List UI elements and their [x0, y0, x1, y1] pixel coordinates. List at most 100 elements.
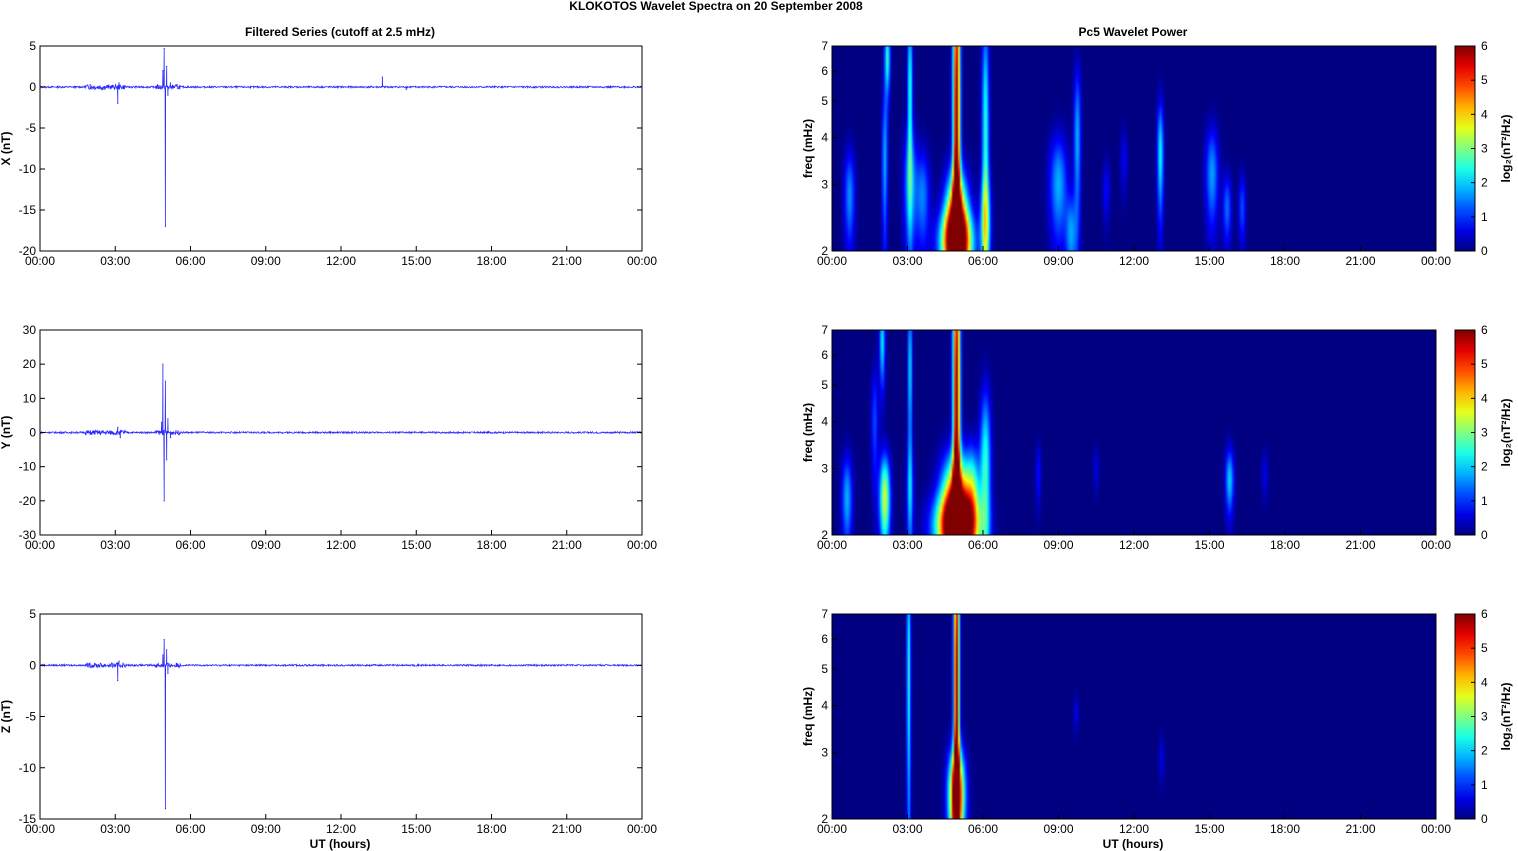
z-spectrum-ytick-label: 3 — [821, 746, 828, 760]
y-series-xtick-label: 06:00 — [175, 538, 205, 552]
x-series-data-point — [117, 102, 119, 104]
x-series-data-point — [89, 83, 91, 86]
y-series-trace — [39, 364, 643, 501]
left-column-title: Filtered Series (cutoff at 2.5 mHz) — [245, 25, 435, 39]
y-spectrum-xtick-label: 03:00 — [892, 538, 922, 552]
z-series-data-point — [117, 680, 119, 682]
z-spectrum-ytick-label: 2 — [821, 812, 828, 826]
z-spectrum-colorbar-tick-label: 2 — [1481, 744, 1488, 758]
x-series-plot-area — [39, 45, 643, 252]
x-series-ytick-label: -10 — [19, 162, 37, 176]
z-spectrum-colorbar-tick-label: 3 — [1481, 710, 1488, 724]
x-series-xtick-label: 15:00 — [401, 254, 431, 268]
z-series-plot-area — [39, 613, 643, 820]
x-spectrum-heatmap — [832, 46, 1436, 251]
y-series-data-point — [89, 433, 91, 435]
x-spectrum-ytick-label: 2 — [821, 244, 828, 258]
x-spectrum-ylabel: freq (mHz) — [801, 119, 815, 178]
x-spectrum-xtick-label: 00:00 — [1421, 254, 1451, 268]
x-series-ytick-label: -5 — [25, 121, 36, 135]
z-series-data-point — [162, 654, 164, 656]
y-spectrum-heatmap — [832, 330, 1436, 535]
x-spectrum-ytick-label: 3 — [821, 178, 828, 192]
y-spectrum-ytick-label: 3 — [821, 462, 828, 476]
x-series-xtick-label: 03:00 — [100, 254, 130, 268]
y-series-data-point — [162, 363, 164, 365]
z-series-xtick-label: 12:00 — [326, 822, 356, 836]
x-spectrum-colorbar-tick-label: 6 — [1481, 39, 1488, 53]
x-spectrum-colorbar-tick-label: 1 — [1481, 210, 1488, 224]
z-series-xtick-label: 21:00 — [552, 822, 582, 836]
z-series-xtick-label: 00:00 — [627, 822, 657, 836]
z-series-ytick-label: -5 — [25, 710, 36, 724]
z-spectrum-colorbar-tick-label: 0 — [1481, 812, 1488, 826]
z-spectrum-colorbar-tick-label: 4 — [1481, 675, 1488, 689]
right-column-title: Pc5 Wavelet Power — [1079, 25, 1188, 39]
x-spectrum-ytick-label: 7 — [821, 39, 828, 53]
y-series-ytick-label: 0 — [29, 426, 36, 440]
x-spectrum-xtick-label: 06:00 — [968, 254, 998, 268]
z-spectrum-xtick-label: 21:00 — [1345, 822, 1375, 836]
z-spectrum-xtick-label: 00:00 — [817, 822, 847, 836]
x-spectrum-xtick-label: 12:00 — [1119, 254, 1149, 268]
y-series-xtick-label: 00:00 — [627, 538, 657, 552]
y-spectrum-heatmap-canvas — [832, 330, 1436, 535]
x-spectrum-xtick-label: 15:00 — [1194, 254, 1224, 268]
z-series-xtick-label: 00:00 — [25, 822, 55, 836]
x-series-data-point — [166, 65, 168, 68]
z-spectrum-heatmap — [832, 614, 1436, 819]
x-spectrum-xtick-label: 09:00 — [1043, 254, 1073, 268]
y-series-xtick-label: 03:00 — [100, 538, 130, 552]
y-spectrum-colorbar-tick-label: 6 — [1481, 323, 1488, 337]
x-spectrum-colorbar-label: log₂(nT²/Hz) — [1499, 115, 1513, 183]
y-series-ylabel: Y (nT) — [0, 416, 13, 450]
x-series-ytick-label: -20 — [19, 244, 37, 258]
x-series-data-point — [163, 47, 165, 50]
z-series-ytick-label: 5 — [29, 607, 36, 621]
y-spectrum-ytick-label: 2 — [821, 528, 828, 542]
x-series-data-point — [162, 70, 164, 72]
z-series-data-point — [166, 649, 168, 651]
z-series-trace — [39, 639, 643, 809]
x-spectrum-heatmap-canvas — [832, 46, 1436, 251]
x-series-ylabel: X (nT) — [0, 132, 13, 166]
z-series-xtick-label: 09:00 — [251, 822, 281, 836]
x-spectrum-colorbar-tick-label: 2 — [1481, 176, 1488, 190]
y-spectrum-ylabel: freq (mHz) — [801, 403, 815, 462]
y-series-ytick-label: -20 — [19, 494, 37, 508]
x-series-data-point — [164, 225, 167, 227]
x-series-xtick-label: 21:00 — [552, 254, 582, 268]
y-series-xtick-label: 09:00 — [251, 538, 281, 552]
y-spectrum-colorbar-label: log₂(nT²/Hz) — [1499, 399, 1513, 467]
z-series-ylabel: Z (nT) — [0, 700, 13, 733]
y-spectrum-colorbar-tick-label: 1 — [1481, 494, 1488, 508]
z-series-xtick-label: 06:00 — [175, 822, 205, 836]
z-spectrum-colorbar-tick-label: 6 — [1481, 607, 1488, 621]
y-spectrum-xtick-label: 00:00 — [1421, 538, 1451, 552]
x-series-data-point — [119, 86, 121, 88]
x-spectrum-colorbar-tick-label: 4 — [1481, 107, 1488, 121]
x-spectrum-colorbar-tick-label: 0 — [1481, 244, 1488, 258]
z-spectrum-xtick-label: 00:00 — [1421, 822, 1451, 836]
z-series-data-point — [118, 660, 120, 662]
z-spectrum-ytick-label: 6 — [821, 632, 828, 646]
y-spectrum-colorbar-tick-label: 5 — [1481, 357, 1488, 371]
x-series-xtick-label: 00:00 — [25, 254, 55, 268]
z-series-xtick-label: 18:00 — [476, 822, 506, 836]
z-spectrum-heatmap-canvas — [832, 614, 1436, 819]
x-spectrum-colorbar-tick-label: 5 — [1481, 73, 1488, 87]
x-series-xtick-label: 00:00 — [627, 254, 657, 268]
z-spectrum-xtick-label: 15:00 — [1194, 822, 1224, 836]
z-series-data-point — [167, 672, 169, 675]
x-series-data-point — [167, 94, 169, 96]
y-series-data-point — [166, 459, 168, 461]
y-spectrum-colorbar-tick-label: 0 — [1481, 528, 1488, 542]
z-series-data-point — [163, 639, 165, 641]
y-spectrum-ytick-label: 4 — [821, 415, 828, 429]
y-spectrum-colorbar-tick-label: 4 — [1481, 391, 1488, 405]
